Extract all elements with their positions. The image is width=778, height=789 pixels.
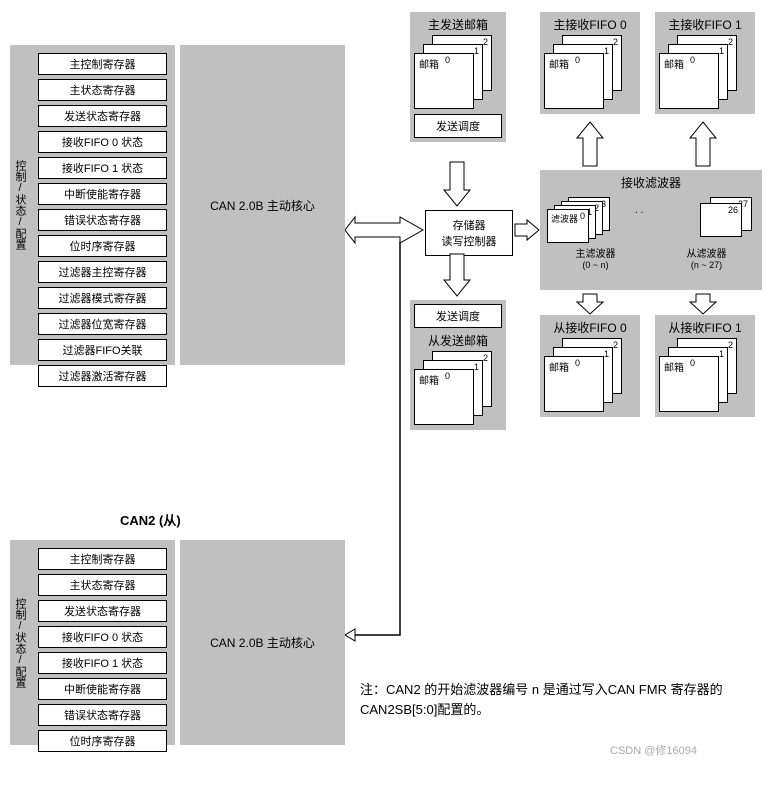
top-core-block: CAN 2.0B 主动核心 bbox=[180, 45, 345, 365]
top-register-item: 过滤器FIFO关联 bbox=[38, 339, 167, 361]
bottom-register-item: 主状态寄存器 bbox=[38, 574, 167, 596]
bottom-register-item: 发送状态寄存器 bbox=[38, 600, 167, 622]
top-register-list: 主控制寄存器主状态寄存器发送状态寄存器接收FIFO 0 状态接收FIFO 1 状… bbox=[30, 45, 175, 395]
slave-rx-fifo0: 从接收FIFO 0 2 1 邮箱 0 bbox=[540, 315, 640, 417]
top-register-item: 主控制寄存器 bbox=[38, 53, 167, 75]
slave-filter-label: 从滤波器 bbox=[651, 245, 762, 260]
slave-rx-fifo1-title: 从接收FIFO 1 bbox=[659, 319, 751, 336]
bottom-register-item: 主控制寄存器 bbox=[38, 548, 167, 570]
bottom-register-item: 中断使能寄存器 bbox=[38, 678, 167, 700]
rx-filter-bank: 接收滤波器 3 2 1 滤波器 0 . . 27 26 主滤波器 (0 ~ n)… bbox=[540, 170, 762, 290]
arrow-memctrl-to-filter bbox=[513, 218, 541, 242]
main-rx-fifo0-title: 主接收FIFO 0 bbox=[544, 16, 636, 33]
main-rx-fifo1-stack: 2 1 邮箱 0 bbox=[659, 35, 739, 110]
arrow-path-to-can2 bbox=[345, 240, 425, 650]
slave-tx-stack: 2 1 邮箱 0 bbox=[414, 351, 494, 426]
slave-tx-title: 从发送邮箱 bbox=[414, 332, 502, 349]
main-tx-title: 主发送邮箱 bbox=[414, 16, 502, 33]
top-register-item: 过滤器模式寄存器 bbox=[38, 287, 167, 309]
bottom-side-label: 控制/状态/配置 bbox=[10, 540, 30, 745]
top-register-item: 错误状态寄存器 bbox=[38, 209, 167, 231]
main-rx-fifo1: 主接收FIFO 1 2 1 邮箱 0 bbox=[655, 12, 755, 114]
top-register-item: 过滤器主控寄存器 bbox=[38, 261, 167, 283]
slave-rx-fifo0-stack: 2 1 邮箱 0 bbox=[544, 338, 624, 413]
top-register-item: 主状态寄存器 bbox=[38, 79, 167, 101]
bottom-core-label: CAN 2.0B 主动核心 bbox=[210, 634, 315, 651]
slave-tx-sched: 发送调度 bbox=[414, 304, 502, 328]
note-text: 注：CAN2 的开始滤波器编号 n 是通过写入CAN FMR 寄存器的 CAN2… bbox=[360, 680, 740, 719]
main-rx-fifo0-stack: 2 1 邮箱 0 bbox=[544, 35, 624, 110]
arrow-filter-to-slavefifo1 bbox=[688, 292, 718, 316]
bottom-core-block: CAN 2.0B 主动核心 bbox=[180, 540, 345, 745]
main-filter-label: 主滤波器 bbox=[540, 245, 651, 260]
top-register-item: 中断使能寄存器 bbox=[38, 183, 167, 205]
slave-rx-fifo1-stack: 2 1 邮箱 0 bbox=[659, 338, 739, 413]
arrow-filter-to-slavefifo0 bbox=[575, 292, 605, 316]
bottom-register-item: 接收FIFO 0 状态 bbox=[38, 626, 167, 648]
main-filter-range: (0 ~ n) bbox=[540, 260, 651, 270]
top-register-item: 过滤器位宽寄存器 bbox=[38, 313, 167, 335]
rx-filter-title: 接收滤波器 bbox=[540, 170, 762, 193]
watermark: CSDN @修16094 bbox=[610, 742, 697, 758]
arrow-memctrl-down bbox=[442, 252, 472, 298]
arrow-maintx-down bbox=[442, 160, 472, 208]
bottom-register-item: 位时序寄存器 bbox=[38, 730, 167, 752]
main-rx-fifo0: 主接收FIFO 0 2 1 邮箱 0 bbox=[540, 12, 640, 114]
can2-title: CAN2 (从) bbox=[120, 510, 181, 529]
top-side-label: 控制/状态/配置 bbox=[10, 45, 30, 365]
main-tx-stack: 2 1 邮箱 0 bbox=[414, 35, 494, 110]
mem-ctrl-line1: 存储器 bbox=[434, 217, 504, 233]
bottom-register-list: 主控制寄存器主状态寄存器发送状态寄存器接收FIFO 0 状态接收FIFO 1 状… bbox=[30, 540, 175, 760]
bottom-register-item: 接收FIFO 1 状态 bbox=[38, 652, 167, 674]
top-core-label: CAN 2.0B 主动核心 bbox=[210, 197, 315, 214]
mem-rw-controller: 存储器 读写控制器 bbox=[425, 210, 513, 256]
rx-filter-stack: 3 2 1 滤波器 0 . . 27 26 bbox=[540, 193, 762, 245]
mem-ctrl-line2: 读写控制器 bbox=[434, 233, 504, 249]
bottom-register-item: 错误状态寄存器 bbox=[38, 704, 167, 726]
main-tx-mailbox: 主发送邮箱 2 1 邮箱 0 发送调度 bbox=[410, 12, 506, 142]
main-tx-sched: 发送调度 bbox=[414, 114, 502, 138]
bottom-register-block: 主控制寄存器主状态寄存器发送状态寄存器接收FIFO 0 状态接收FIFO 1 状… bbox=[30, 540, 175, 745]
slave-rx-fifo0-title: 从接收FIFO 0 bbox=[544, 319, 636, 336]
top-register-item: 发送状态寄存器 bbox=[38, 105, 167, 127]
top-register-item: 接收FIFO 1 状态 bbox=[38, 157, 167, 179]
slave-filter-range: (n ~ 27) bbox=[651, 260, 762, 270]
top-register-item: 过滤器激活寄存器 bbox=[38, 365, 167, 387]
top-register-block: 主控制寄存器主状态寄存器发送状态寄存器接收FIFO 0 状态接收FIFO 1 状… bbox=[30, 45, 175, 365]
main-rx-fifo1-title: 主接收FIFO 1 bbox=[659, 16, 751, 33]
arrow-filter-to-mainfifo0 bbox=[575, 120, 605, 168]
arrow-filter-to-mainfifo1 bbox=[688, 120, 718, 168]
top-register-item: 接收FIFO 0 状态 bbox=[38, 131, 167, 153]
top-register-item: 位时序寄存器 bbox=[38, 235, 167, 257]
slave-rx-fifo1: 从接收FIFO 1 2 1 邮箱 0 bbox=[655, 315, 755, 417]
filter-ellipsis: . . bbox=[635, 205, 643, 216]
